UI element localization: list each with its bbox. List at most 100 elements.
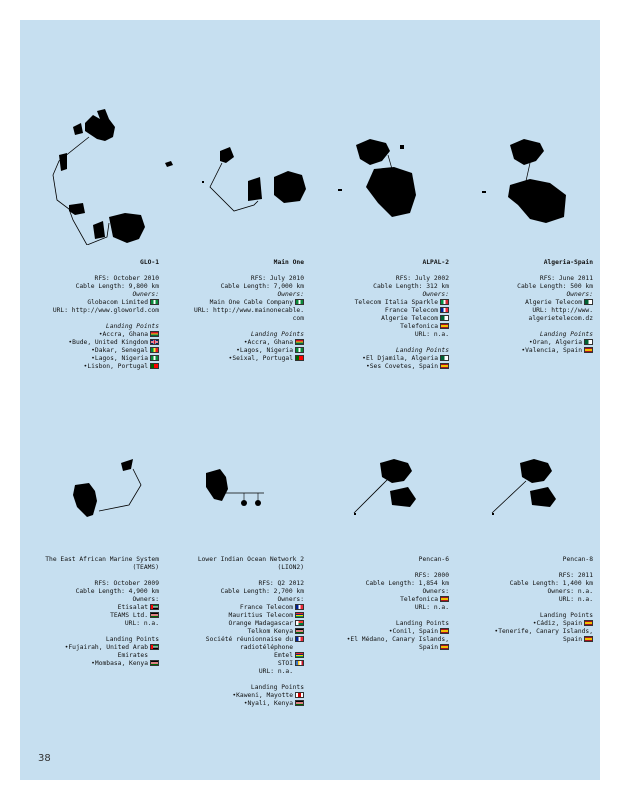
madagascar-flag-icon: [295, 620, 304, 626]
url-line: algerietelecom.dz: [528, 315, 593, 322]
owners-heading: Owners:: [566, 291, 593, 298]
owner-item: Main One Cable Company: [172, 299, 304, 307]
url-line: URL: n.a.: [414, 604, 449, 611]
landing-item: •Lagos, Nigeria: [172, 347, 304, 355]
cable-entry-lion2: Lower Indian Ocean Network 2 (LION2) RFS…: [172, 556, 304, 708]
nigeria-flag-icon: [295, 299, 304, 305]
cable-title: ALPAL-2: [422, 259, 449, 266]
mauritius-flag-icon: [295, 652, 304, 658]
cable-title: GLO-1: [140, 259, 159, 266]
spain-flag-icon: [584, 620, 593, 626]
cable-length: Cable Length: 1,854 km: [365, 580, 449, 587]
landing-item: •Ses Covetes, Spain: [317, 363, 449, 371]
landing-heading: Landing Points: [539, 331, 593, 338]
landing-heading: Landing Points: [539, 612, 593, 619]
landing-item: •Dakar, Senegal: [27, 347, 159, 355]
owner-item: Orange Madagascar: [172, 620, 304, 628]
algeria-flag-icon: [584, 339, 593, 345]
rfs-date: RFS: 2000: [414, 572, 449, 579]
landing-item: •Conil, Spain: [317, 628, 449, 636]
owner-item: France Telecom: [172, 604, 304, 612]
cable-length: Cable Length: 9,800 km: [75, 283, 159, 290]
cable-entry-mainone: Main One RFS: July 2010 Cable Length: 7,…: [172, 259, 304, 363]
url-line: com: [292, 315, 304, 322]
cable-length: Cable Length: 2,700 km: [220, 588, 304, 595]
url-line: URL: n.a.: [258, 668, 293, 675]
mauritius-flag-icon: [295, 612, 304, 618]
kenya-flag-icon: [150, 612, 159, 618]
owner-item: Emtel: [172, 652, 304, 660]
cable-length: Cable Length: 312 km: [373, 283, 449, 290]
landing-item: •Valencia, Spain: [461, 347, 593, 355]
rfs-date: RFS: October 2009: [94, 580, 159, 587]
cable-length: Cable Length: 500 km: [517, 283, 593, 290]
cable-length: Cable Length: 4,900 km: [75, 588, 159, 595]
landing-item: •Accra, Ghana: [27, 331, 159, 339]
landing-item: Spain: [317, 644, 449, 652]
landing-item: •Bude, United Kingdom: [27, 339, 159, 347]
owner-item: Telefonica: [317, 596, 449, 604]
cable-entry-pencan6: Pencan-6 RFS: 2000 Cable Length: 1,854 k…: [317, 556, 449, 652]
page-number: 38: [38, 753, 51, 764]
nigeria-flag-icon: [295, 347, 304, 353]
owner-item: Telefonica: [317, 323, 449, 331]
landing-heading: Landing Points: [105, 636, 159, 643]
owner-item: Mauritius Telecom: [172, 612, 304, 620]
cable-title: Pencan-6: [418, 556, 449, 563]
portugal-flag-icon: [295, 355, 304, 361]
owners-heading: Owners: n.a.: [547, 588, 594, 595]
url-line: URL: http://www.mainonecable.: [194, 307, 304, 314]
rfs-date: RFS: Q2 2012: [258, 580, 305, 587]
landing-heading: Landing Points: [105, 323, 159, 330]
url-line: URL: http://www.gloworld.com: [52, 307, 159, 314]
uk-flag-icon: [150, 339, 159, 345]
owners-heading: Owners:: [132, 291, 159, 298]
cable-title-abbr: (LION2): [277, 564, 304, 571]
owner-item: Algerie Telecom: [461, 299, 593, 307]
teams-route-map: [73, 459, 142, 517]
algeria-flag-icon: [440, 355, 449, 361]
cable-title: The East African Marine System: [45, 556, 159, 563]
landing-item: •Mombasa, Kenya: [27, 660, 159, 668]
mainone-route-map: [202, 147, 306, 212]
uae-flag-icon: [150, 604, 159, 610]
owner-item: Société réunionnaise du: [172, 636, 304, 644]
cable-entry-algeria-spain: Algeria-Spain RFS: June 2011 Cable Lengt…: [461, 259, 593, 355]
landing-heading: Landing Points: [395, 347, 449, 354]
algeria-flag-icon: [440, 315, 449, 321]
rfs-date: RFS: 2011: [558, 572, 593, 579]
owners-heading: Owners:: [277, 291, 304, 298]
nigeria-flag-icon: [150, 355, 159, 361]
landing-item: •Fujairah, United Arab: [27, 644, 159, 652]
ghana-flag-icon: [295, 339, 304, 345]
owners-heading: Owners:: [422, 588, 449, 595]
owner-item: Telecom Italia Sparkle: [317, 299, 449, 307]
owner-item: Algerie Telecom: [317, 315, 449, 323]
spain-flag-icon: [440, 363, 449, 369]
italy-flag-icon: [440, 299, 449, 305]
landing-item: •Kaweni, Mayotte: [172, 692, 304, 700]
glo1-route-map: [52, 109, 173, 245]
mayotte-flag-icon: [295, 692, 304, 698]
landing-item: •El Médano, Canary Islands,: [346, 636, 449, 643]
landing-item: •Lagos, Nigeria: [27, 355, 159, 363]
lion2-route-map: [206, 469, 264, 506]
landing-item: •Nyali, Kenya: [172, 700, 304, 708]
landing-item: Spain: [461, 636, 593, 644]
url-line: URL: http://www.: [532, 307, 593, 314]
kenya-flag-icon: [295, 700, 304, 706]
kenya-flag-icon: [150, 660, 159, 666]
pencan8-route-map: [491, 459, 556, 515]
spain-flag-icon: [440, 596, 449, 602]
owner-item: Telkom Kenya: [172, 628, 304, 636]
rfs-date: RFS: June 2011: [539, 275, 593, 282]
landing-heading: Landing Points: [250, 331, 304, 338]
pencan6-route-map: [353, 459, 416, 515]
landing-heading: Landing Points: [250, 684, 304, 691]
url-line: URL: n.a.: [124, 620, 159, 627]
owner-item: radiotéléphone: [239, 644, 293, 651]
ghana-flag-icon: [150, 331, 159, 337]
url-line: URL: n.a.: [558, 596, 593, 603]
rfs-date: RFS: July 2010: [250, 275, 304, 282]
landing-item: •Seixal, Portugal: [172, 355, 304, 363]
